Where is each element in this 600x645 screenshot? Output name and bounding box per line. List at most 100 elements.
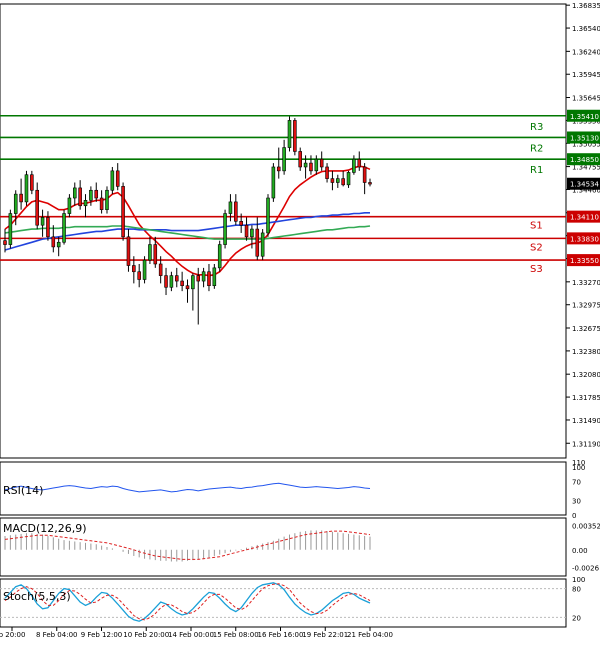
current-price-tag bbox=[567, 177, 600, 190]
price-tick-label: 1.36540 bbox=[572, 25, 600, 33]
stoch-signal-line bbox=[4, 583, 371, 621]
candle-body bbox=[362, 166, 367, 183]
candle-body bbox=[73, 187, 77, 199]
candle-body bbox=[89, 189, 93, 201]
macd-signal-line bbox=[4, 530, 371, 560]
candle-body bbox=[330, 178, 335, 183]
candle-body bbox=[352, 158, 356, 173]
level-price-label: 1.34850 bbox=[570, 156, 599, 164]
candle-body bbox=[8, 213, 13, 245]
candle-body bbox=[266, 197, 270, 234]
candle-body bbox=[126, 236, 131, 266]
level-price-tag bbox=[567, 210, 600, 223]
candle-body bbox=[309, 162, 313, 172]
candle-body bbox=[110, 170, 115, 191]
macd-tick-label: 0.00 bbox=[572, 547, 588, 555]
candle-body bbox=[99, 197, 104, 210]
macd-tick-label: -0.0026 bbox=[572, 565, 600, 573]
level-price-label: 1.35130 bbox=[570, 134, 599, 142]
stoch-tick-label: 100 bbox=[572, 576, 585, 584]
candle-body bbox=[46, 217, 50, 238]
level-name-s1: S1 bbox=[530, 221, 543, 232]
candle-body bbox=[19, 193, 23, 203]
candle-body bbox=[368, 182, 372, 185]
candle-body bbox=[115, 170, 120, 187]
price-tick-label: 1.35055 bbox=[572, 140, 600, 148]
x-tick-label: b 20:00 bbox=[0, 631, 25, 639]
candle-body bbox=[3, 240, 7, 245]
candle-body bbox=[35, 189, 39, 226]
candle-body bbox=[158, 263, 163, 276]
candle-body bbox=[137, 271, 141, 280]
candle-body bbox=[336, 178, 340, 183]
macd-label: MACD(12,26,9) bbox=[3, 522, 87, 535]
candle-body bbox=[244, 224, 249, 238]
stoch-panel-frame bbox=[0, 578, 567, 628]
candle-body bbox=[56, 241, 61, 248]
level-price-tag bbox=[567, 131, 600, 144]
moving-average-line-1 bbox=[4, 165, 371, 277]
level-price-tag bbox=[567, 254, 600, 267]
candle-body bbox=[255, 228, 260, 257]
current-price-label: 1.34534 bbox=[570, 181, 599, 189]
price-tick-label: 1.31190 bbox=[572, 440, 600, 448]
candle-body bbox=[67, 197, 72, 214]
rsi-tick-label: 110 bbox=[572, 459, 585, 467]
level-price-label: 1.34110 bbox=[570, 214, 599, 222]
price-tick-label: 1.35645 bbox=[572, 95, 600, 103]
level-price-label: 1.35410 bbox=[570, 113, 599, 121]
rsi-tick-label: 0 bbox=[572, 512, 576, 520]
candle-body bbox=[293, 120, 297, 152]
x-tick-label: 21 Feb 04:00 bbox=[347, 631, 393, 639]
candle-body bbox=[234, 201, 238, 222]
candle-body bbox=[24, 174, 29, 203]
candle-body bbox=[346, 172, 351, 186]
candle-body bbox=[180, 280, 184, 287]
candle-body bbox=[325, 166, 329, 179]
x-tick-label: 8 Feb 04:00 bbox=[36, 631, 77, 639]
level-name-r3: R3 bbox=[530, 122, 543, 133]
level-price-tag bbox=[567, 109, 600, 122]
price-tick-label: 1.33270 bbox=[572, 279, 600, 287]
candle-body bbox=[30, 174, 34, 191]
price-tick-label: 1.31785 bbox=[572, 394, 600, 402]
price-tick-label: 1.32975 bbox=[572, 302, 600, 310]
candle-body bbox=[94, 189, 99, 199]
candle-body bbox=[223, 213, 227, 245]
price-tick-label: 1.36240 bbox=[572, 48, 600, 56]
candle-body bbox=[276, 166, 281, 172]
rsi-tick-label: 70 bbox=[572, 478, 581, 486]
stoch-label: Stoch(5,5,3) bbox=[3, 590, 71, 603]
rsi-tick-label: 30 bbox=[572, 498, 581, 506]
candle-body bbox=[13, 193, 18, 214]
level-price-tag bbox=[567, 232, 600, 245]
level-name-r1: R1 bbox=[530, 165, 543, 176]
candle-body bbox=[298, 151, 302, 168]
candle-body bbox=[217, 244, 222, 269]
price-tick-label: 1.36835 bbox=[572, 2, 600, 10]
x-tick-label: 14 Feb 00:00 bbox=[168, 631, 214, 639]
candle-body bbox=[228, 201, 233, 214]
price-tick-label: 1.32675 bbox=[572, 325, 600, 333]
candle-body bbox=[174, 275, 179, 282]
candle-body bbox=[196, 275, 201, 282]
candle-body bbox=[319, 158, 324, 168]
x-tick-label: 16 Feb 16:00 bbox=[258, 631, 304, 639]
candle-body bbox=[287, 120, 292, 148]
level-price-tag bbox=[567, 153, 600, 166]
price-tick-label: 1.32080 bbox=[572, 371, 600, 379]
x-tick-label: 19 Feb 22:01 bbox=[302, 631, 348, 639]
candle-body bbox=[121, 186, 125, 238]
candle-body bbox=[62, 213, 66, 243]
candle-body bbox=[164, 275, 168, 288]
candle-body bbox=[282, 147, 286, 172]
stoch-tick-label: 20 bbox=[572, 614, 581, 622]
price-tick-label: 1.31490 bbox=[572, 417, 600, 425]
level-name-s2: S2 bbox=[530, 242, 543, 253]
candle-body bbox=[314, 158, 319, 172]
candle-body bbox=[201, 271, 206, 282]
candle-body bbox=[239, 220, 243, 226]
level-name-s3: S3 bbox=[530, 264, 543, 275]
candle-body bbox=[78, 187, 82, 207]
